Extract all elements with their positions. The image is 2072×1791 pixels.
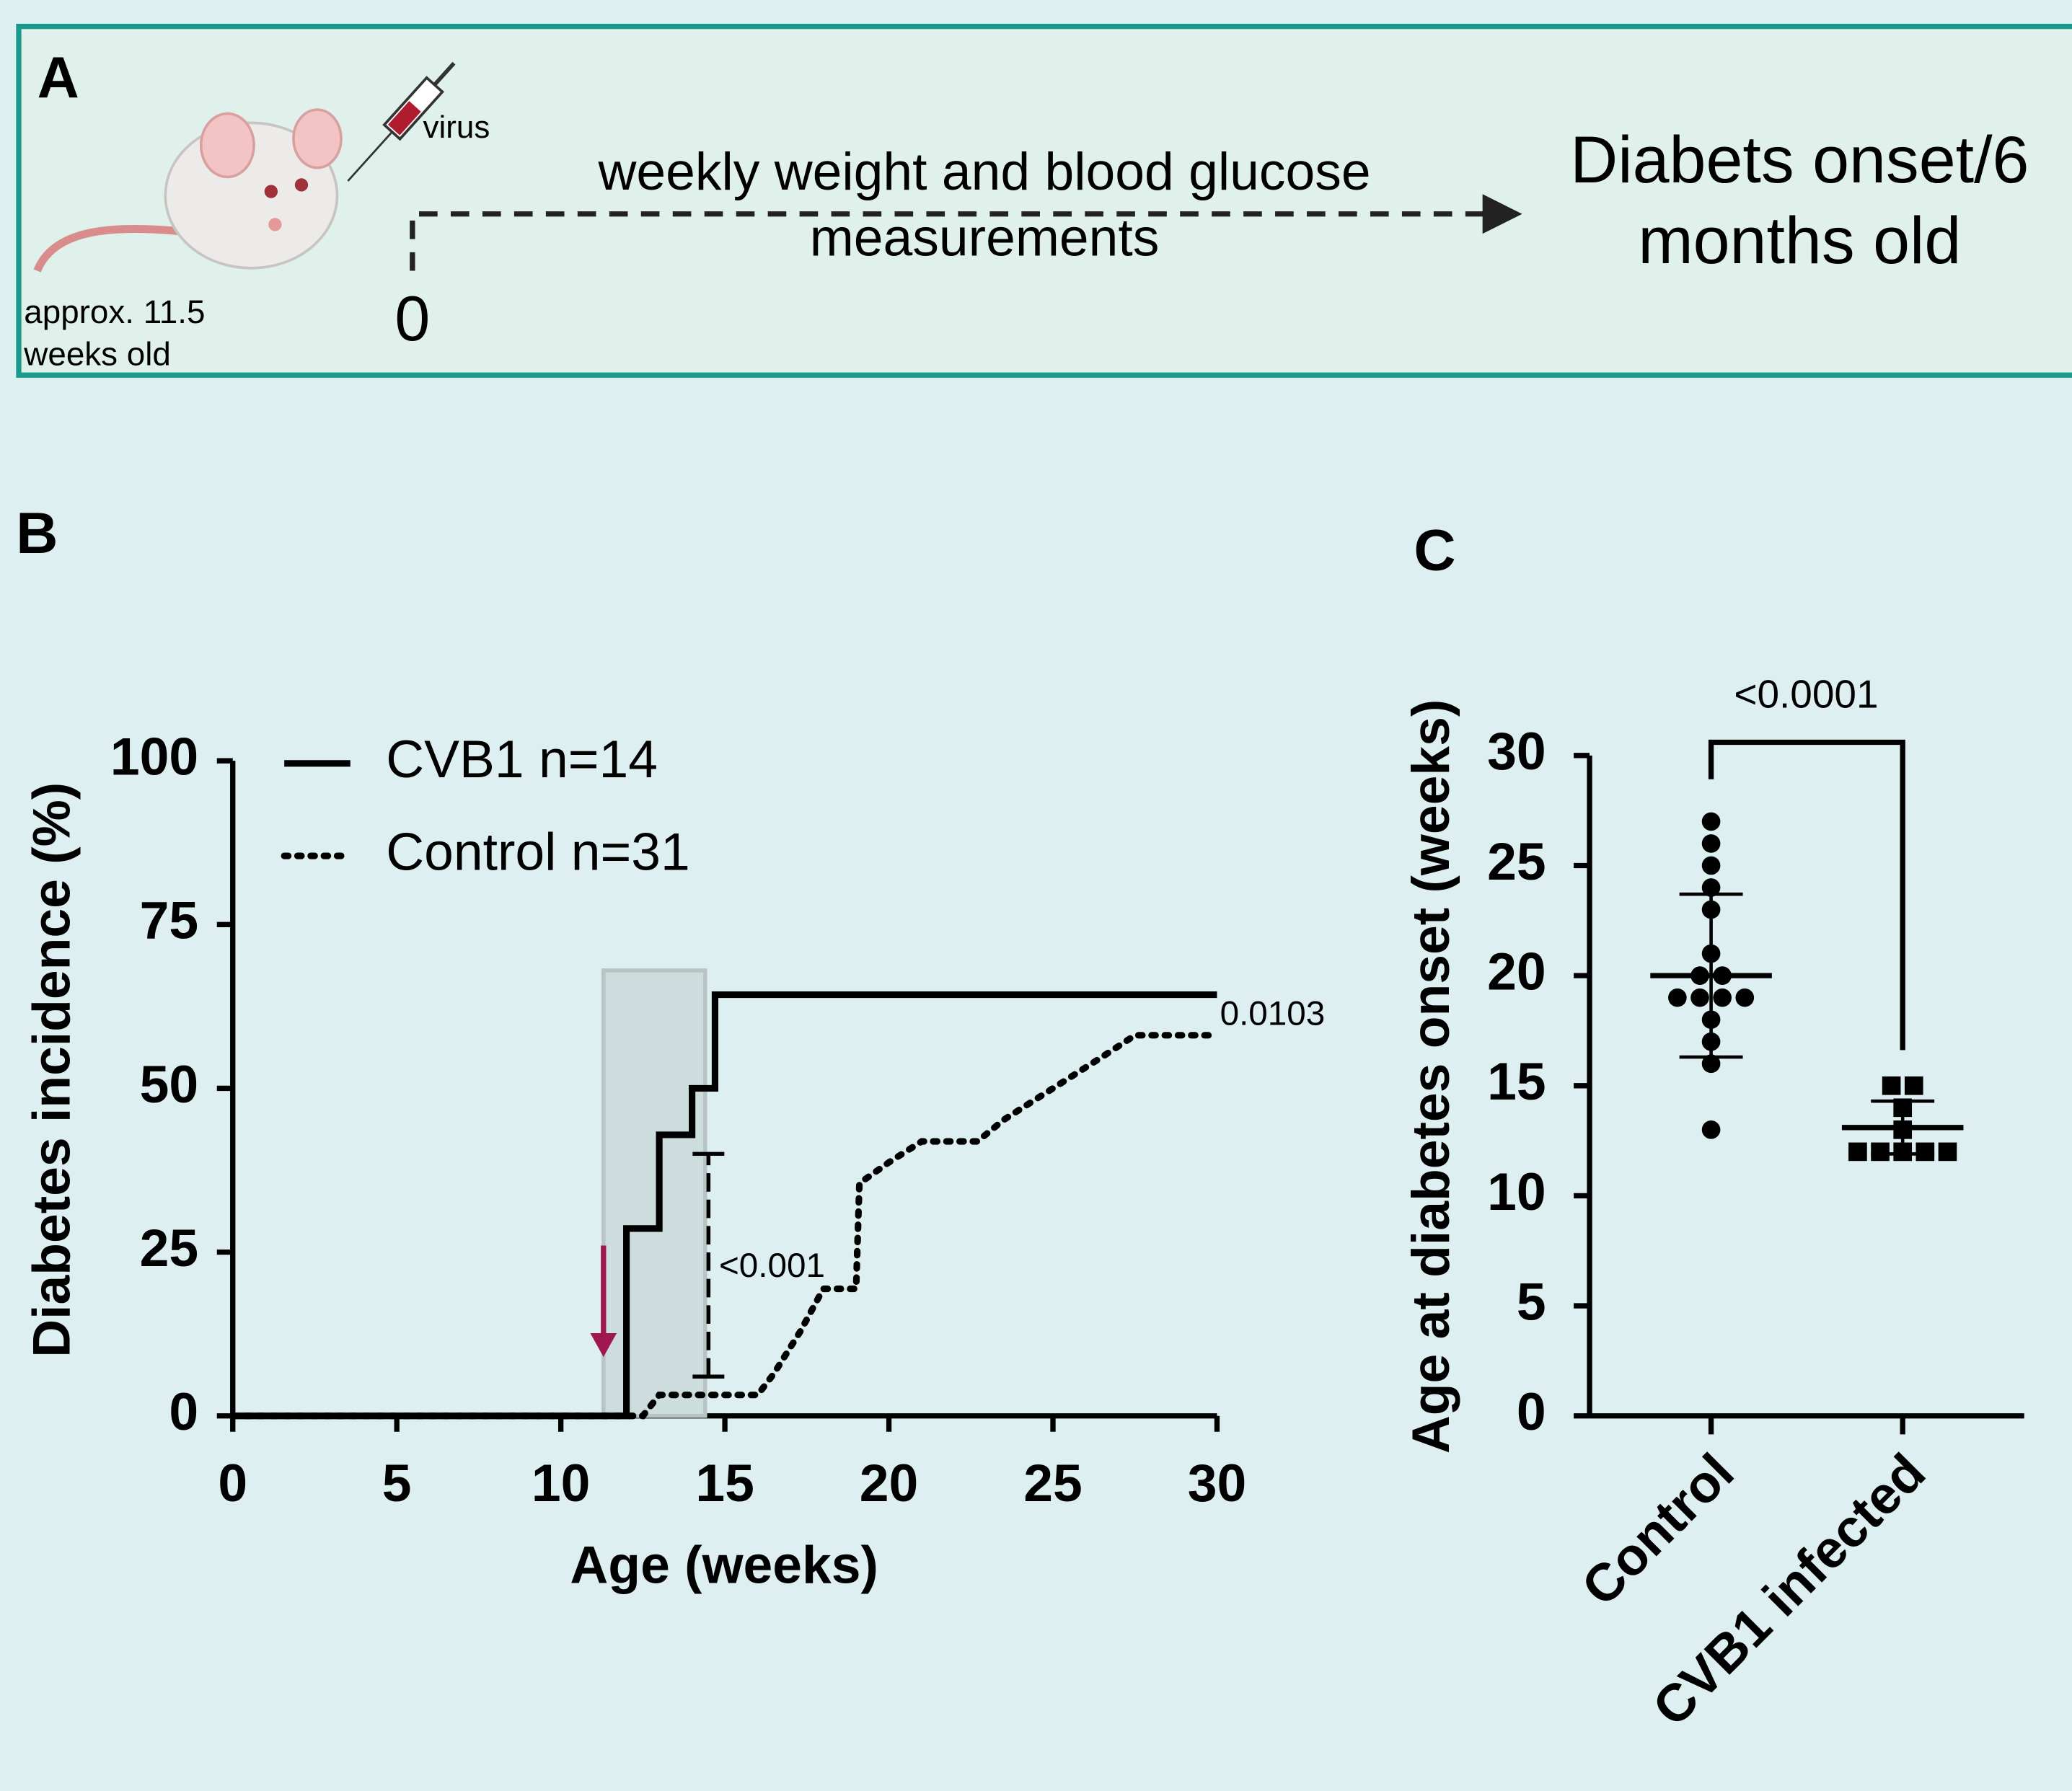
x-tick-label: 30 xyxy=(1188,1454,1247,1513)
panel-label: C xyxy=(1414,518,1455,583)
age-label: approx. 11.5 xyxy=(24,293,205,330)
panel-label: B xyxy=(16,501,58,566)
data-point xyxy=(1735,989,1754,1007)
x-tick-label: 0 xyxy=(218,1454,247,1513)
y-tick-label: 75 xyxy=(140,891,199,950)
y-tick-label: 0 xyxy=(1517,1382,1546,1441)
data-point xyxy=(1702,1120,1721,1139)
protocol-label: measurements xyxy=(810,208,1160,267)
y-axis-label: Age at diabetes onset (weeks) xyxy=(1401,699,1460,1454)
data-point xyxy=(1939,1143,1957,1162)
injection-label: virus xyxy=(423,110,490,145)
page: { "panels": {"a": "A", "b": "B", "c": "C… xyxy=(0,0,2072,1791)
data-point xyxy=(1668,989,1687,1007)
data-point xyxy=(1848,1143,1867,1162)
x-tick-label: 10 xyxy=(532,1454,590,1513)
age-label: weeks old xyxy=(23,336,171,373)
y-tick-label: 15 xyxy=(1487,1052,1546,1111)
data-point xyxy=(1702,813,1721,831)
data-point xyxy=(1871,1143,1890,1162)
x-tick-label: 20 xyxy=(860,1454,919,1513)
data-point xyxy=(1713,989,1732,1007)
y-axis-label: Diabetes incidence (%) xyxy=(22,782,81,1358)
series-line xyxy=(233,995,1217,1416)
endpoint-label: months old xyxy=(1638,204,1961,278)
figure: A virus approx. 11.5 weeks old 0 weekly … xyxy=(0,0,2072,1791)
data-point xyxy=(1882,1076,1901,1095)
shaded-region xyxy=(604,970,705,1416)
x-tick-label: 5 xyxy=(382,1454,412,1513)
endpoint-label: Diabets onset/6 xyxy=(1570,123,2029,197)
y-tick-label: 50 xyxy=(140,1055,199,1114)
data-point xyxy=(1702,834,1721,853)
timeline-start: 0 xyxy=(394,283,430,354)
data-point xyxy=(1702,857,1721,875)
x-tick-label: 25 xyxy=(1023,1454,1083,1513)
legend-label: CVB1 n=14 xyxy=(386,730,658,789)
x-axis-label: Age (weeks) xyxy=(570,1536,878,1595)
comparison-label: <0.001 xyxy=(719,1247,825,1285)
legend-label: Control n=31 xyxy=(386,822,690,881)
y-tick-label: 10 xyxy=(1487,1162,1546,1221)
y-tick-label: 25 xyxy=(140,1219,199,1278)
y-tick-label: 20 xyxy=(1487,942,1546,1001)
panel-label: A xyxy=(38,45,79,110)
y-tick-label: 25 xyxy=(1487,832,1546,891)
y-tick-label: 30 xyxy=(1487,722,1546,781)
y-tick-label: 0 xyxy=(169,1382,198,1441)
data-point xyxy=(1905,1076,1923,1095)
x-tick-label: Control xyxy=(1570,1442,1745,1617)
y-tick-label: 100 xyxy=(110,728,198,787)
end-label: 0.0103 xyxy=(1220,994,1326,1032)
series-line xyxy=(233,1035,1217,1416)
data-point xyxy=(1916,1143,1935,1162)
y-tick-label: 5 xyxy=(1517,1272,1546,1331)
x-tick-label: 15 xyxy=(695,1454,754,1513)
protocol-label: weekly weight and blood glucose xyxy=(597,142,1370,201)
significance-label: <0.0001 xyxy=(1734,672,1878,717)
data-point xyxy=(1690,989,1709,1007)
